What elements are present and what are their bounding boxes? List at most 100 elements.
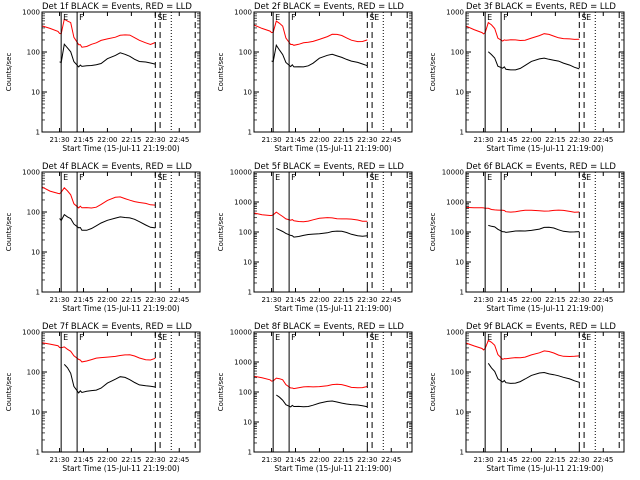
y-tick-label: 10 <box>455 259 464 267</box>
event-marker-label: F <box>291 333 296 342</box>
y-tick-label: 1 <box>460 289 464 297</box>
event-marker-label: E <box>275 333 280 342</box>
y-tick-label: 1000 <box>22 329 40 337</box>
event-marker-label: E <box>162 13 167 22</box>
x-tick-label: 22:15 <box>333 136 353 144</box>
y-tick-label: 100 <box>451 49 464 57</box>
x-tick-label: 21:45 <box>497 456 517 464</box>
y-axis-label: Counts/sec <box>5 373 13 412</box>
y-tick-label: 1000 <box>22 9 40 17</box>
detector-panel: Det 9f BLACK = Events, RED = LLD Counts/s… <box>429 322 625 473</box>
x-tick-label: 21:30 <box>261 296 281 304</box>
x-tick-label: 22:45 <box>381 456 401 464</box>
panel-title: Det 6f BLACK = Events, RED = LLD <box>466 162 616 172</box>
y-tick-label: 100 <box>451 369 464 377</box>
x-tick-label: 21:30 <box>473 296 493 304</box>
x-tick-label: 22:45 <box>593 136 613 144</box>
event-marker-label: F <box>291 173 296 182</box>
y-tick-label: 10 <box>455 89 464 97</box>
event-marker-label: F <box>503 173 508 182</box>
plot-frame <box>41 11 201 133</box>
series-line-lld <box>41 186 156 209</box>
event-marker-label: E <box>275 173 280 182</box>
detector-panel: Det 7f BLACK = Events, RED = LLD Counts/s… <box>5 322 201 473</box>
x-tick-label: 22:00 <box>521 456 541 464</box>
plot-frame <box>465 171 625 293</box>
y-tick-label: 10000 <box>230 169 252 177</box>
event-marker-label: E <box>374 173 379 182</box>
detector-panel: Det 1f BLACK = Events, RED = LLD Counts/s… <box>5 2 201 153</box>
x-tick-label: 22:30 <box>357 136 377 144</box>
series-line-lld <box>465 339 580 361</box>
plot-frame <box>253 171 413 293</box>
x-tick-label: 21:30 <box>49 296 69 304</box>
panel-title: Det 7f BLACK = Events, RED = LLD <box>42 322 192 332</box>
x-axis-label: Start Time (15-Jul-11 21:19:00) <box>62 304 179 313</box>
y-tick-label: 100 <box>451 229 464 237</box>
panel-title: Det 2f BLACK = Events, RED = LLD <box>254 2 404 12</box>
event-marker-label: F <box>79 13 84 22</box>
detector-panel: Det 6f BLACK = Events, RED = LLD Counts/s… <box>429 162 625 313</box>
y-tick-label: 1000 <box>234 199 252 207</box>
x-tick-label: 22:45 <box>169 296 189 304</box>
y-tick-label: 10 <box>243 259 252 267</box>
y-axis-label: Counts/sec <box>217 53 225 92</box>
y-axis-label: Counts/sec <box>5 53 13 92</box>
y-tick-label: 10 <box>243 89 252 97</box>
x-tick-label: 22:15 <box>545 136 565 144</box>
x-tick-label: 22:00 <box>97 296 117 304</box>
detector-panel: Det 8f BLACK = Events, RED = LLD Counts/s… <box>217 322 413 473</box>
y-tick-label: 1 <box>460 449 464 457</box>
x-tick-label: 22:30 <box>145 296 165 304</box>
y-tick-label: 100 <box>27 49 40 57</box>
series-line-lld <box>41 342 156 363</box>
y-tick-label: 1 <box>36 289 40 297</box>
x-tick-label: 21:45 <box>285 456 305 464</box>
x-tick-label: 22:15 <box>545 296 565 304</box>
x-tick-label: 21:45 <box>285 296 305 304</box>
x-tick-label: 21:30 <box>473 136 493 144</box>
y-tick-label: 10 <box>31 89 40 97</box>
x-tick-label: 22:30 <box>357 296 377 304</box>
x-tick-label: 22:15 <box>121 296 141 304</box>
x-tick-label: 21:45 <box>73 456 93 464</box>
x-tick-label: 22:15 <box>121 136 141 144</box>
x-tick-label: 22:45 <box>381 136 401 144</box>
detector-panel: Det 4f BLACK = Events, RED = LLD Counts/s… <box>5 162 201 313</box>
series-line-events <box>63 364 156 394</box>
plot-frame <box>253 11 413 133</box>
event-marker-label: E <box>586 333 591 342</box>
x-axis-label: Start Time (15-Jul-11 21:19:00) <box>274 464 391 473</box>
x-tick-label: 22:15 <box>333 456 353 464</box>
series-line-events <box>487 363 580 384</box>
y-tick-label: 1000 <box>446 329 464 337</box>
plot-frame <box>465 11 625 133</box>
event-marker-label: F <box>503 13 508 22</box>
x-tick-label: 21:30 <box>49 136 69 144</box>
x-tick-label: 21:30 <box>49 456 69 464</box>
event-marker-label: E <box>487 13 492 22</box>
panel-title: Det 1f BLACK = Events, RED = LLD <box>42 2 192 12</box>
event-marker-label: F <box>503 333 508 342</box>
event-marker-label: E <box>487 173 492 182</box>
x-axis-label: Start Time (15-Jul-11 21:19:00) <box>274 304 391 313</box>
x-tick-label: 22:30 <box>569 296 589 304</box>
y-tick-label: 1000 <box>22 169 40 177</box>
y-tick-label: 1000 <box>234 9 252 17</box>
y-tick-label: 10 <box>455 409 464 417</box>
event-marker-label: E <box>586 13 591 22</box>
y-tick-label: 10 <box>243 419 252 427</box>
x-axis-label: Start Time (15-Jul-11 21:19:00) <box>274 144 391 153</box>
event-marker-label: E <box>275 13 280 22</box>
x-tick-label: 22:45 <box>593 296 613 304</box>
y-tick-label: 10 <box>31 409 40 417</box>
y-tick-label: 1000 <box>446 199 464 207</box>
x-tick-label: 22:45 <box>169 456 189 464</box>
y-tick-label: 100 <box>27 209 40 217</box>
series-line-lld <box>465 21 580 42</box>
y-tick-label: 1000 <box>234 359 252 367</box>
x-tick-label: 22:00 <box>521 296 541 304</box>
x-tick-label: 22:15 <box>333 296 353 304</box>
panel-title: Det 8f BLACK = Events, RED = LLD <box>254 322 404 332</box>
